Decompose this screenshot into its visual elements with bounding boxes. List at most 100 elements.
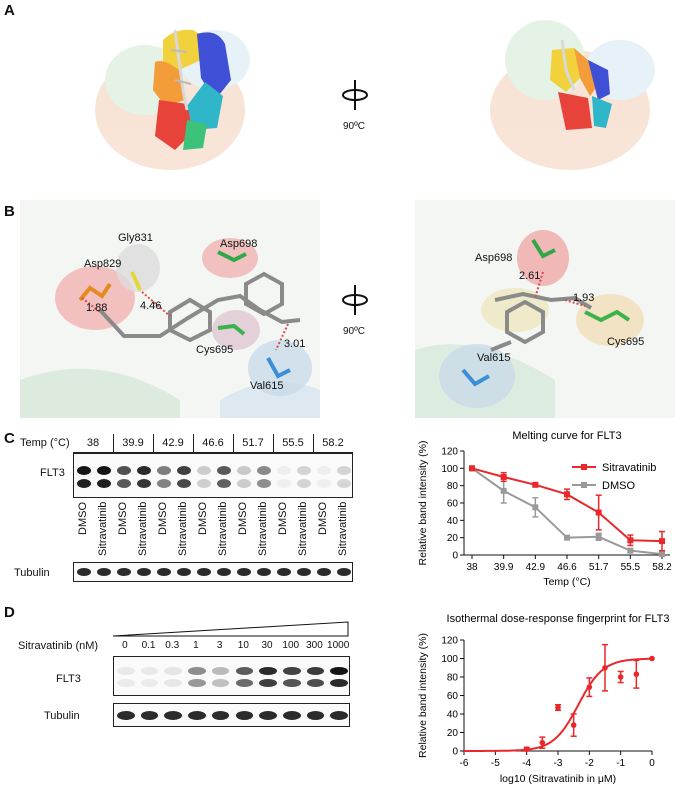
tubulin-label-c: Tubulin: [14, 567, 50, 579]
lane-dmso: DMSO: [117, 502, 129, 535]
tubulin-band: [197, 568, 211, 576]
tubulin-blot-d: [113, 703, 350, 727]
panel-b-left-structure: Asp829 Gly831 Asp698 Cys695 Val615 1.88 …: [20, 200, 320, 418]
flt3-label-c: FLT3: [40, 467, 65, 479]
tubulin-band: [97, 568, 111, 576]
flt3-band-upper: [157, 466, 171, 475]
binding-site-image-right: [415, 230, 644, 418]
binding-site-image-left: [20, 238, 320, 418]
flt3-band-lower: [237, 479, 251, 488]
residue-val615-left: Val615: [250, 380, 284, 392]
rotation-label-b: 90ºC: [343, 326, 365, 337]
lane-dmso: DMSO: [277, 502, 289, 535]
flt3-band-lower: [157, 479, 171, 488]
data-point: [649, 655, 655, 662]
lane-sitravatinib: Sitravatinib: [177, 502, 189, 557]
flt3-band-lower: [306, 679, 325, 687]
temp-label: 42.9: [162, 437, 184, 449]
residue-asp698-right: Asp698: [475, 252, 513, 264]
flt3-band-upper: [257, 466, 271, 475]
flt3-band-upper: [211, 667, 230, 675]
tubulin-band: [259, 711, 277, 720]
panel-b-letter: B: [4, 203, 15, 220]
flt3-band-lower: [259, 679, 277, 687]
flt3-band-lower: [164, 679, 183, 687]
distance-2-left: 4.46: [140, 300, 162, 312]
residue-cys695-right: Cys695: [607, 336, 645, 348]
tubulin-band: [282, 711, 301, 720]
y-axis-label: Relative band intensity (%): [417, 441, 429, 566]
legend-label: Sitravatinib: [602, 462, 656, 474]
x-tick-label: -5: [491, 758, 500, 769]
data-point: [469, 465, 475, 472]
distance-1-left: 1.88: [86, 302, 108, 314]
dose-row-label: Sitravatinib (nM): [18, 640, 99, 652]
flt3-band-upper: [282, 667, 301, 675]
data-point: [500, 474, 507, 480]
residue-gly831-left: Gly831: [118, 232, 153, 244]
flt3-band-upper: [188, 667, 206, 675]
temp-label: 46.6: [202, 437, 224, 449]
y-tick-label: 20: [447, 533, 459, 544]
tubulin-band: [164, 711, 183, 720]
flt3-band-upper: [330, 667, 348, 675]
flt3-band-upper: [277, 466, 291, 475]
data-point: [633, 671, 640, 678]
flt3-band-lower: [217, 479, 231, 488]
lane-dmso: DMSO: [237, 502, 249, 535]
distance-1-right: 2.61: [519, 270, 541, 282]
temp-underline: [73, 452, 353, 453]
tubulin-band: [306, 711, 325, 720]
x-tick-label: 46.6: [557, 562, 577, 573]
y-tick-label: 0: [452, 551, 458, 562]
x-tick-label: 39.9: [494, 562, 514, 573]
flt3-band-upper: [306, 667, 325, 675]
rotation-label-a: 90ºC: [343, 121, 365, 132]
distance-2-right: 1.93: [573, 292, 595, 304]
fit-curve: [464, 657, 653, 752]
flt3-band-upper: [117, 466, 131, 475]
tubulin-label-d: Tubulin: [44, 710, 80, 722]
residue-asp829-left: Asp829: [84, 258, 122, 270]
flt3-band-lower: [297, 479, 311, 488]
lane-dmso: DMSO: [77, 502, 89, 535]
dose-label: 1: [193, 640, 199, 651]
chart-title: Melting curve for FLT3: [512, 430, 621, 442]
tubulin-band: [177, 568, 191, 576]
data-point: [659, 551, 665, 558]
data-point: [500, 487, 507, 494]
y-tick-label: 40: [447, 516, 459, 527]
flt3-band-upper: [237, 466, 251, 475]
y-tick-label: 120: [441, 447, 458, 458]
y-tick-label: 100: [441, 464, 458, 475]
panel-a-left-structure: [75, 0, 270, 190]
flt3-band-lower: [197, 479, 211, 488]
flt3-band-lower: [337, 479, 351, 488]
protein-surface-image-left: [95, 29, 250, 170]
x-axis-label: Temp (°C): [543, 576, 590, 588]
panel-a-right-structure: [470, 0, 670, 190]
tubulin-band: [157, 568, 171, 576]
lane-dmso: DMSO: [197, 502, 209, 535]
legend-marker: [581, 482, 587, 488]
flt3-band-lower: [330, 679, 348, 687]
tubulin-band: [297, 568, 311, 576]
tubulin-blot-c: [73, 562, 353, 582]
dose-label: 300: [306, 640, 323, 651]
data-point: [586, 684, 593, 690]
flt3-blot-c: [73, 453, 353, 498]
y-tick-label: 80: [447, 673, 459, 684]
tubulin-band: [117, 568, 131, 576]
rotation-icon-b: [340, 285, 370, 315]
tubulin-band: [337, 568, 351, 576]
tubulin-band: [140, 711, 159, 720]
x-tick-label: 38: [466, 562, 478, 573]
flt3-band-upper: [140, 667, 159, 675]
melting-curve-chart: Melting curve for FLT3 0 20 40 60 80 100 120 38 3…: [400, 425, 680, 590]
data-point: [602, 664, 608, 671]
tubulin-band: [188, 711, 206, 720]
x-tick-label: -3: [554, 758, 563, 769]
panel-b-right-structure: Asp698 Cys695 Val615 2.61 1.93: [415, 200, 675, 418]
panel-c-letter: C: [4, 430, 15, 447]
lane-sitravatinib: Sitravatinib: [97, 502, 109, 557]
